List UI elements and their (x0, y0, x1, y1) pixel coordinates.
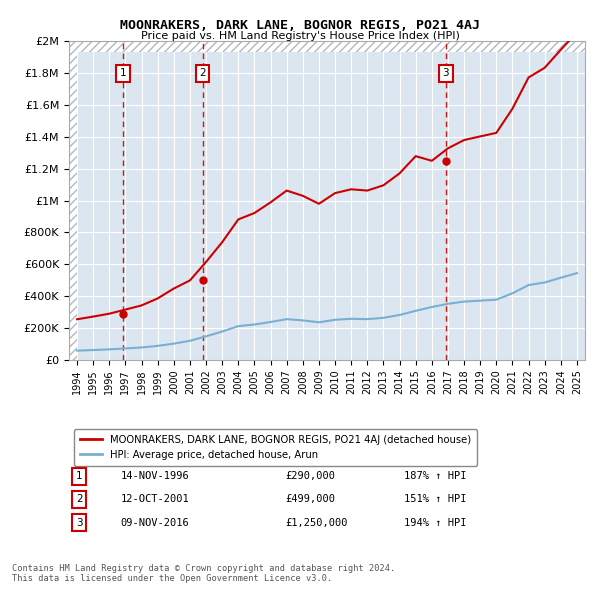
Text: 151% ↑ HPI: 151% ↑ HPI (404, 494, 467, 504)
Text: This data is licensed under the Open Government Licence v3.0.: This data is licensed under the Open Gov… (12, 574, 332, 583)
Legend: MOONRAKERS, DARK LANE, BOGNOR REGIS, PO21 4AJ (detached house), HPI: Average pri: MOONRAKERS, DARK LANE, BOGNOR REGIS, PO2… (74, 428, 477, 466)
Text: 187% ↑ HPI: 187% ↑ HPI (404, 471, 467, 481)
Text: £1,250,000: £1,250,000 (286, 517, 348, 527)
Text: 3: 3 (443, 68, 449, 78)
Bar (77, 41, 585, 53)
Text: 12-OCT-2001: 12-OCT-2001 (121, 494, 190, 504)
Text: 1: 1 (76, 471, 83, 481)
Text: 194% ↑ HPI: 194% ↑ HPI (404, 517, 467, 527)
Text: 14-NOV-1996: 14-NOV-1996 (121, 471, 190, 481)
Text: £499,000: £499,000 (286, 494, 336, 504)
Text: 1: 1 (120, 68, 127, 78)
Text: 3: 3 (76, 517, 83, 527)
Text: 2: 2 (199, 68, 206, 78)
Text: Contains HM Land Registry data © Crown copyright and database right 2024.: Contains HM Land Registry data © Crown c… (12, 565, 395, 573)
Text: MOONRAKERS, DARK LANE, BOGNOR REGIS, PO21 4AJ: MOONRAKERS, DARK LANE, BOGNOR REGIS, PO2… (120, 19, 480, 32)
Text: £290,000: £290,000 (286, 471, 336, 481)
Text: 09-NOV-2016: 09-NOV-2016 (121, 517, 190, 527)
Bar (69, 41, 77, 360)
Text: Price paid vs. HM Land Registry's House Price Index (HPI): Price paid vs. HM Land Registry's House … (140, 31, 460, 41)
Text: 2: 2 (76, 494, 83, 504)
